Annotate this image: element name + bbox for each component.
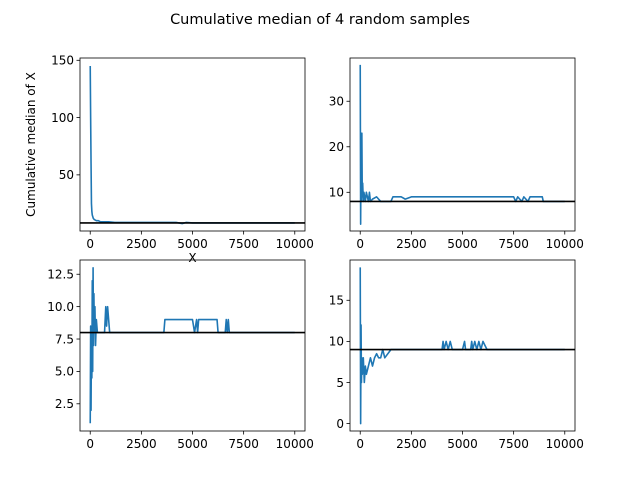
y-axis-label: Cumulative median of X — [24, 72, 38, 217]
y-tick-label: 20 — [329, 140, 344, 154]
x-tick-label: 7500 — [498, 237, 529, 251]
y-tick-label: 2.5 — [55, 397, 74, 411]
x-tick-label: 0 — [356, 237, 364, 251]
subplot-4: 0 2500 5000 7500 10000 0 5 10 15 — [329, 259, 584, 451]
subplot-3: 0 2500 5000 7500 10000 2.5 5.0 7.5 10.0 12.5 — [47, 259, 314, 451]
series-line-1-1 — [89, 66, 295, 225]
x-tick-label: 2500 — [126, 437, 157, 451]
x-tick-label: 10000 — [276, 237, 314, 251]
x-tick-label: 10000 — [546, 437, 584, 451]
series-line-4-1 — [359, 267, 565, 425]
series-line-3-1 — [89, 266, 295, 424]
axes-frame-1 — [79, 57, 306, 232]
x-tick-label: 5000 — [177, 237, 208, 251]
x-tick-label: 7500 — [498, 437, 529, 451]
y-tick-label: 10 — [329, 335, 344, 349]
y-tick-label: 12.5 — [47, 268, 74, 282]
x-tick-label: 5000 — [447, 437, 478, 451]
y-tick-label: 7.5 — [55, 332, 74, 346]
y-tick-label: 150 — [51, 54, 74, 68]
x-tick-label: 2500 — [396, 237, 427, 251]
x-tick-label: 10000 — [546, 237, 584, 251]
x-tick-label: 5000 — [177, 437, 208, 451]
x-tick-label: 5000 — [447, 237, 478, 251]
y-tick-label: 15 — [329, 294, 344, 308]
y-tick-label: 100 — [51, 111, 74, 125]
axes-frame-2 — [349, 57, 576, 232]
x-tick-label: 0 — [86, 437, 94, 451]
y-tick-label: 30 — [329, 95, 344, 109]
x-axis-label: X — [188, 251, 196, 265]
series-line-2-1 — [359, 64, 565, 225]
x-tick-label: 2500 — [396, 437, 427, 451]
subplot-2: 0 2500 5000 7500 10000 10 20 30 — [329, 57, 584, 251]
figure-title: Cumulative median of 4 random samples — [170, 12, 470, 28]
x-tick-label: 7500 — [228, 237, 259, 251]
y-tick-label: 5 — [336, 376, 344, 390]
y-tick-label: 10.0 — [47, 300, 74, 314]
x-tick-label: 0 — [86, 237, 94, 251]
y-tick-label: 50 — [59, 168, 74, 182]
axes-frame-4 — [349, 259, 576, 432]
y-tick-label: 0 — [336, 417, 344, 431]
x-tick-label: 0 — [356, 437, 364, 451]
y-tick-label: 5.0 — [55, 365, 74, 379]
x-tick-label: 7500 — [228, 437, 259, 451]
x-tick-label: 10000 — [276, 437, 314, 451]
axes-frame-3 — [79, 259, 306, 432]
y-tick-label: 10 — [329, 186, 344, 200]
x-tick-label: 2500 — [126, 237, 157, 251]
subplot-1: 0 2500 5000 7500 10000 50 100 150 Cumulative med… — [24, 54, 314, 265]
